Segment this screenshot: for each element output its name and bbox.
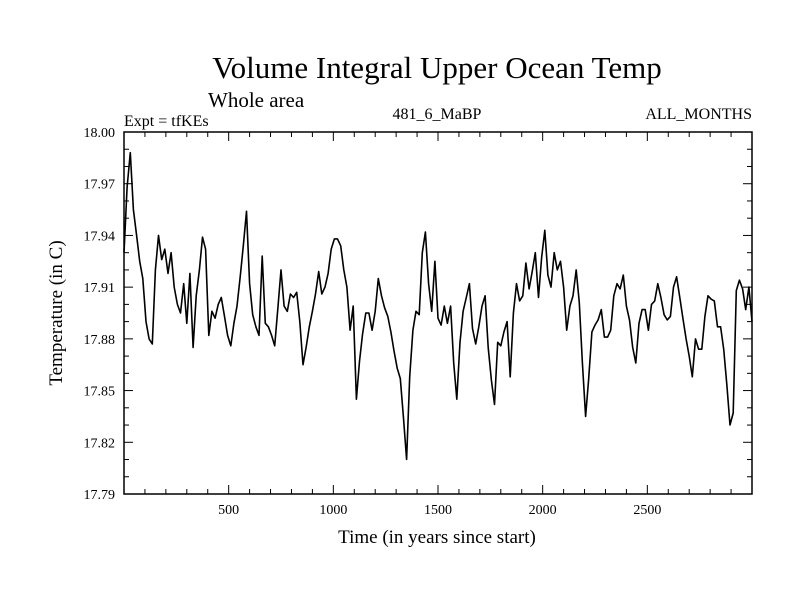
x-tick-label: 1500 [424,503,452,518]
y-tick-label: 18.00 [84,126,116,141]
y-tick-label: 17.97 [84,178,116,193]
experiment-label: Expt = tfKEs [124,113,209,130]
temperature-series-line [123,151,753,461]
y-tick-label: 17.82 [84,436,116,451]
x-tick-label: 2500 [633,503,661,518]
chart-subtitle: Whole area [208,88,305,112]
y-axis-label: Temperature (in C) [46,240,67,385]
x-tick-label: 1000 [319,503,347,518]
axis-ticks [124,132,752,494]
chart-title: Volume Integral Upper Ocean Temp [212,50,662,85]
period-label: ALL_MONTHS [645,106,752,123]
run-id-label: 481_6_MaBP [393,106,482,123]
x-axis-label: Time (in years since start) [338,527,536,548]
x-tick-label: 2000 [529,503,557,518]
y-tick-label: 17.79 [84,488,116,503]
axis-tick-labels: 500 1000 1500 2000 2500 17.79 17.82 17.85 17.88 1… [84,126,662,518]
y-tick-label: 17.85 [84,385,116,400]
y-tick-label: 17.88 [84,333,116,348]
y-tick-label: 17.91 [84,281,116,296]
x-tick-label: 500 [218,503,239,518]
y-tick-label: 17.94 [84,229,116,244]
